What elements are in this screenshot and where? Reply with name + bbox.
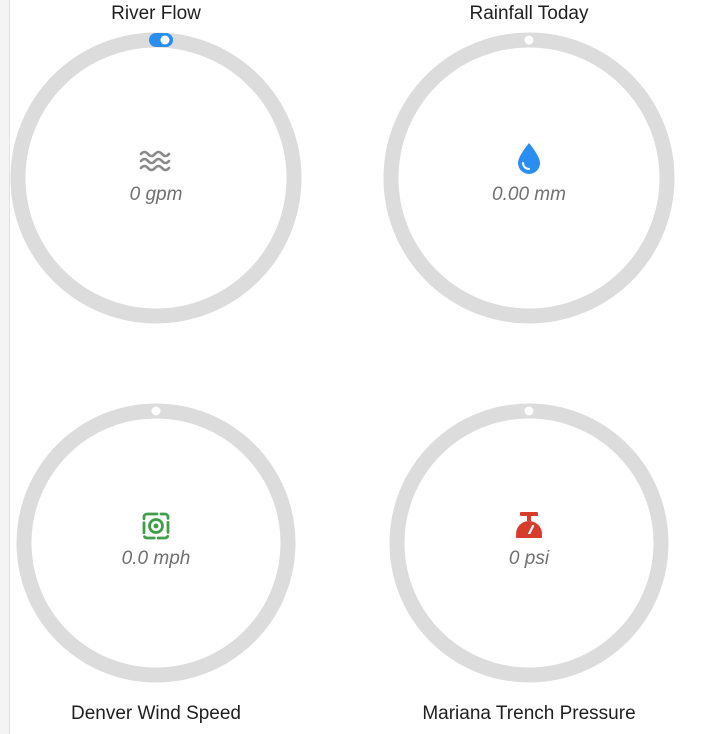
gauge-ring <box>10 32 302 324</box>
gauge-rainfall-today: Rainfall Today 0.00 mm <box>383 0 675 330</box>
gauge-handle-dot[interactable] <box>524 35 534 45</box>
wind-swirl-icon <box>138 508 174 544</box>
waves-icon <box>138 143 174 179</box>
pressure-gauge-icon <box>511 508 547 544</box>
gauge-river-flow: River Flow 0 gpm <box>10 0 302 330</box>
gauge-ring <box>383 32 675 324</box>
gauge-mariana-trench-pressure: 0 psi Mariana Trench Pressure <box>383 400 675 734</box>
window-edge <box>0 0 10 734</box>
gauge-ring <box>16 403 296 683</box>
gauge-value: 0 gpm <box>129 184 183 205</box>
gauge-ring <box>389 403 669 683</box>
gauge-title: Denver Wind Speed <box>70 703 242 724</box>
gauge-title: Mariana Trench Pressure <box>422 703 636 724</box>
gauge-value: 0 psi <box>508 548 550 569</box>
gauge-denver-wind-speed: 0.0 mph Denver Wind Speed <box>10 400 302 734</box>
gauge-title: Rainfall Today <box>469 3 589 24</box>
gauge-handle-dot[interactable] <box>151 406 161 416</box>
gauge-value: 0.0 mph <box>121 548 191 569</box>
water-drop-icon <box>511 140 547 176</box>
gauge-handle-dot[interactable] <box>524 406 534 416</box>
gauge-value: 0.00 mm <box>492 184 566 205</box>
gauge-title: River Flow <box>111 3 201 24</box>
flow-toggle-handle[interactable] <box>149 32 179 50</box>
